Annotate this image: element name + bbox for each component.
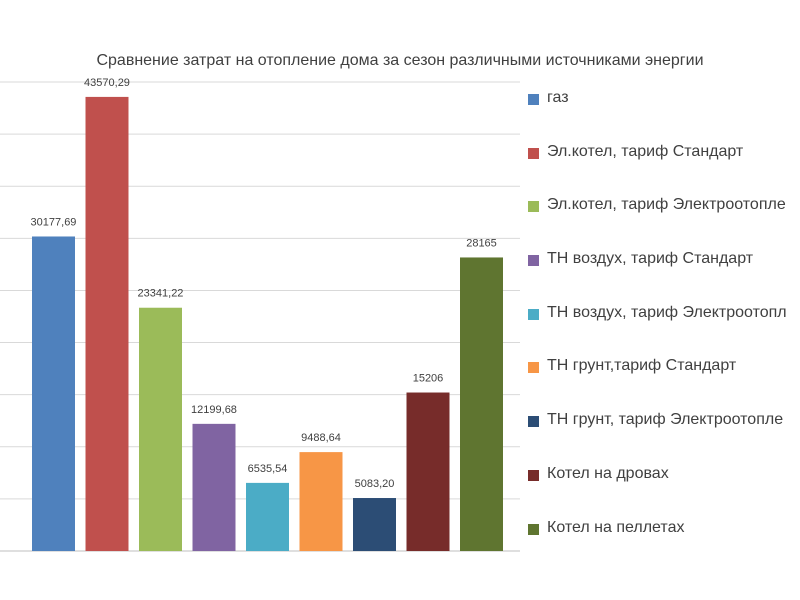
- legend-label: Эл.котел, тариф Электроотопле: [547, 196, 786, 214]
- bar-6: [353, 498, 396, 551]
- legend-item-6: ТН грунт, тариф Электроотопле: [528, 410, 800, 464]
- legend-swatch: [528, 416, 539, 428]
- legend-item-7: Котел на дровах: [528, 464, 800, 518]
- legend-swatch: [528, 255, 539, 267]
- data-label-6: 5083,20: [355, 478, 395, 490]
- bar-8: [460, 257, 503, 551]
- legend-swatch: [528, 523, 539, 535]
- bar-4: [246, 482, 289, 551]
- data-label-4: 6535,54: [248, 463, 288, 475]
- data-label-8: 28165: [466, 237, 497, 249]
- bar-2: [139, 307, 182, 551]
- legend: газ Эл.котел, тариф Стандарт Эл.котел, тар…: [528, 88, 800, 571]
- data-label-3: 12199,68: [191, 404, 237, 416]
- data-label-7: 15206: [413, 373, 444, 385]
- legend-swatch: [528, 362, 539, 374]
- data-label-0: 30177,69: [31, 216, 77, 228]
- legend-label: Эл.котел, тариф Стандарт: [547, 142, 744, 160]
- data-label-5: 9488,64: [301, 432, 341, 444]
- chart-title: Сравнение затрат на отопление дома за се…: [96, 52, 704, 69]
- legend-label: ТН воздух, тариф Электроотопл: [547, 303, 787, 321]
- legend-item-0: газ: [528, 88, 800, 142]
- bar-3: [192, 423, 236, 551]
- bar-5: [299, 452, 343, 551]
- legend-label: Котел на дровах: [547, 464, 669, 482]
- legend-label: газ: [547, 89, 569, 106]
- legend-label: ТН воздух, тариф Стандарт: [547, 250, 754, 268]
- legend-item-2: Эл.котел, тариф Электроотопле: [528, 195, 800, 249]
- legend-item-3: ТН воздух, тариф Стандарт: [528, 249, 800, 303]
- legend-label: ТН грунт, тариф Электроотопле: [547, 411, 784, 429]
- legend-item-4: ТН воздух, тариф Электроотопл: [528, 303, 800, 357]
- legend-swatch: [528, 308, 539, 320]
- legend-label: ТН грунт,тариф Стандарт: [547, 357, 737, 375]
- bar-7: [406, 392, 450, 551]
- bar-1: [85, 96, 129, 551]
- bar-0: [32, 236, 75, 551]
- legend-item-5: ТН грунт,тариф Стандарт: [528, 356, 800, 410]
- data-label-1: 43570,29: [84, 77, 130, 89]
- legend-swatch: [528, 147, 539, 159]
- legend-label: Котел на пеллетах: [547, 518, 685, 536]
- legend-item-8: Котел на пеллетах: [528, 518, 800, 572]
- data-label-2: 23341,22: [138, 288, 184, 300]
- legend-item-1: Эл.котел, тариф Стандарт: [528, 142, 800, 196]
- legend-swatch: [528, 469, 539, 481]
- legend-swatch: [528, 94, 539, 105]
- legend-swatch: [528, 201, 539, 213]
